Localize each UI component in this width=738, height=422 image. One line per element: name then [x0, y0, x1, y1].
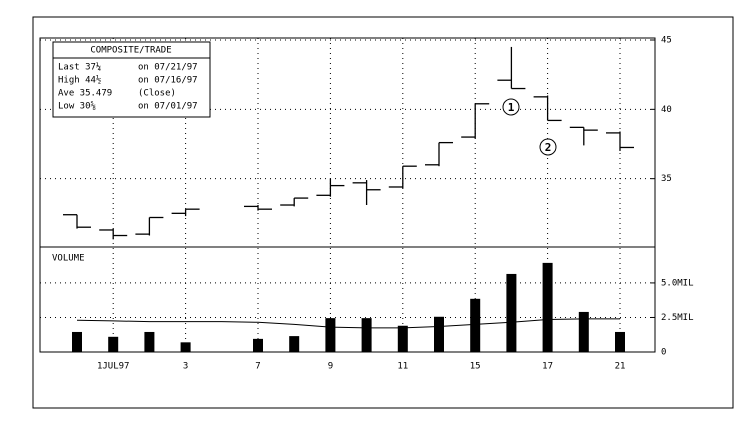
x-tick-label: 21 [615, 362, 626, 372]
outer-frame [32, 16, 734, 409]
volume-bar [542, 262, 553, 352]
x-tick-label: 9 [328, 362, 333, 372]
volume-bar [325, 318, 336, 352]
plot-frame [39, 37, 656, 353]
info-title: COMPOSITE/TRADE [90, 46, 171, 56]
info-label: Ave 35.479 [58, 89, 112, 99]
volume-bar [578, 311, 589, 352]
info-date: on 07/01/97 [138, 102, 198, 112]
x-tick-label: 17 [542, 362, 553, 372]
volume-title: VOLUME [52, 254, 85, 264]
info-label: Last 37¼ [58, 63, 101, 73]
x-tick-label: 11 [397, 362, 408, 372]
volume-bar [180, 342, 191, 352]
info-label: High 44½ [58, 75, 101, 86]
volume-bar [434, 316, 444, 352]
info-label: Low 30⅝ [58, 102, 96, 112]
y-tick-label: 35 [661, 174, 672, 184]
x-tick-label: 1JUL97 [97, 362, 130, 372]
y-tick-label: 40 [661, 105, 672, 115]
annotation: 2 [545, 141, 552, 154]
volume-bar [144, 331, 155, 352]
moving-average [76, 318, 620, 329]
volume-bar [615, 331, 625, 352]
x-tick-label: 15 [470, 362, 481, 372]
annotation-circle [539, 138, 557, 156]
info-box [52, 41, 211, 118]
volume-bar [72, 331, 82, 352]
volume-bar [506, 273, 517, 352]
volume-bar [470, 298, 481, 352]
volume-bar [289, 336, 300, 352]
y-tick-label: 45 [661, 36, 672, 46]
volume-bar [397, 325, 408, 352]
volume-bar [253, 338, 263, 352]
volume-bar [361, 318, 372, 352]
volume-bar [108, 336, 119, 352]
y-tick-label: 5.0MIL [661, 278, 694, 288]
info-date: on 07/16/97 [138, 76, 198, 86]
info-date: (Close) [138, 89, 176, 99]
y-tick-label: 2.5MIL [661, 313, 694, 323]
info-date: on 07/21/97 [138, 63, 198, 73]
annotation: 1 [508, 101, 515, 114]
x-tick-label: 7 [255, 362, 260, 372]
y-tick-label: 0 [661, 348, 666, 358]
x-tick-label: 3 [183, 362, 188, 372]
annotation-circle [502, 98, 520, 116]
